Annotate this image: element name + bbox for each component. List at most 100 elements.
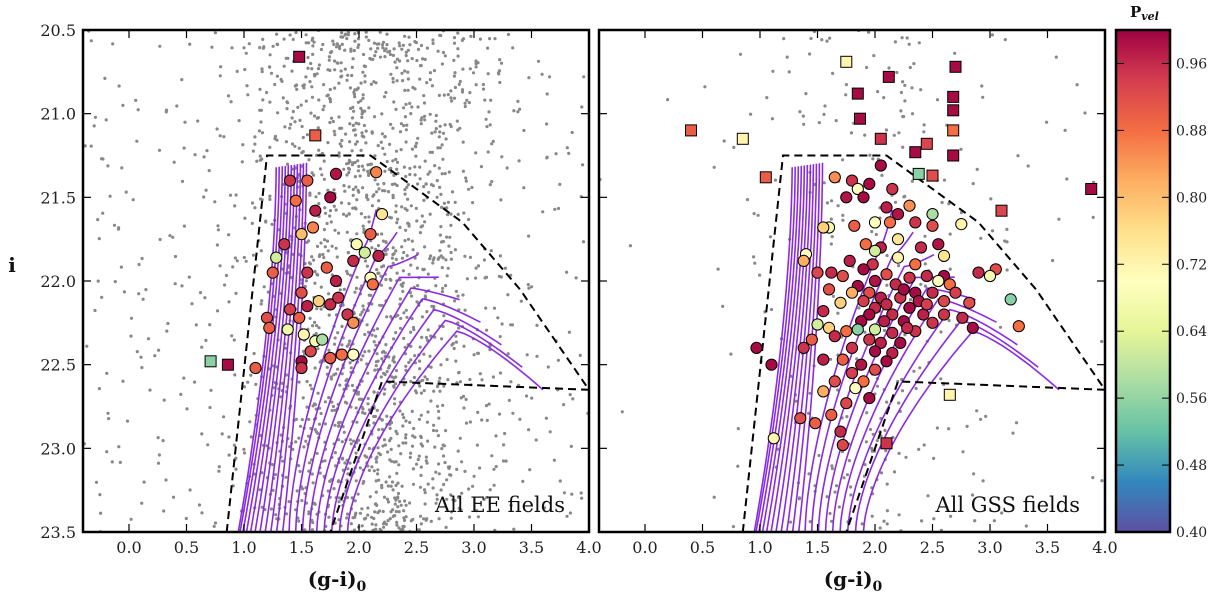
background-star [347, 166, 351, 170]
background-star [932, 517, 936, 521]
member-star-square [947, 124, 960, 137]
background-star [581, 240, 586, 244]
member-star-circle [309, 204, 322, 217]
background-star [261, 46, 265, 50]
x-tick-label: 4.0 [576, 538, 601, 557]
background-star [441, 454, 446, 458]
background-star [434, 501, 438, 505]
background-star [395, 432, 399, 436]
background-star [385, 370, 389, 374]
background-star [353, 175, 357, 179]
background-star [879, 471, 884, 475]
member-star-square [1085, 183, 1098, 195]
background-star [912, 62, 916, 66]
x-tick-label: 1.0 [747, 538, 772, 557]
background-star [527, 76, 531, 80]
background-star [923, 262, 927, 266]
isochrone-line [765, 165, 806, 532]
background-star [229, 100, 233, 104]
background-star [394, 107, 398, 111]
isochrone-line [249, 165, 290, 532]
background-star [327, 58, 331, 62]
background-star [446, 266, 450, 270]
background-star [340, 440, 344, 444]
x-tick-label: 2.0 [862, 538, 887, 557]
background-star [384, 343, 388, 347]
background-star [423, 57, 427, 62]
background-star [716, 267, 720, 271]
background-star [253, 135, 257, 139]
background-star [428, 212, 432, 216]
background-star [449, 257, 453, 261]
member-star-square [920, 137, 933, 150]
background-star [439, 488, 443, 492]
background-star [404, 128, 408, 132]
background-star [349, 442, 353, 446]
background-star [317, 202, 321, 206]
colorbar-tick-label: 0.96 [1176, 56, 1207, 72]
background-star [101, 211, 105, 215]
member-star-circle [283, 303, 297, 316]
background-star [403, 345, 407, 349]
background-star [409, 112, 413, 116]
background-star [439, 254, 443, 258]
x-axis-label: (g-i)0 [824, 567, 883, 595]
background-star [337, 424, 341, 428]
background-star [453, 200, 457, 204]
background-star [300, 499, 304, 503]
background-star [394, 369, 399, 373]
background-star [384, 252, 388, 256]
background-star [284, 475, 288, 479]
background-star [438, 146, 442, 150]
background-star [423, 502, 427, 506]
background-star [421, 267, 425, 271]
background-star [331, 119, 335, 124]
background-star [372, 328, 376, 332]
background-star [402, 165, 406, 169]
background-star [363, 350, 367, 354]
background-star [703, 85, 707, 89]
background-star [347, 158, 351, 162]
background-star [378, 55, 383, 59]
background-star [392, 460, 396, 464]
background-star [362, 52, 366, 57]
background-star [376, 232, 380, 236]
background-star [307, 41, 311, 45]
background-star [453, 71, 457, 75]
background-star [368, 56, 372, 61]
background-star [374, 479, 378, 483]
background-star [418, 231, 422, 235]
background-star [570, 130, 574, 135]
background-star [404, 515, 408, 519]
background-star [431, 477, 435, 481]
background-star [279, 395, 283, 399]
background-star [381, 239, 385, 243]
member-star-circle [845, 174, 859, 187]
background-star [485, 125, 489, 129]
background-star [338, 288, 342, 292]
background-star [421, 224, 425, 228]
background-star [474, 266, 478, 270]
background-star [240, 160, 244, 164]
background-star [182, 224, 186, 228]
background-star [437, 416, 441, 420]
background-star [119, 265, 123, 269]
background-star [870, 449, 874, 453]
background-star [304, 33, 308, 37]
background-star [404, 503, 408, 507]
background-star [302, 445, 306, 449]
background-star [506, 352, 510, 356]
member-star-circle [794, 412, 807, 425]
background-star [374, 502, 378, 506]
background-star [233, 204, 237, 208]
background-star [732, 145, 736, 149]
member-star-circle [963, 296, 976, 309]
background-star [530, 285, 534, 289]
background-star [441, 286, 445, 290]
member-star-circle [324, 351, 337, 365]
background-star [541, 210, 545, 214]
background-star [476, 351, 480, 355]
background-star [472, 474, 476, 478]
background-star [362, 308, 366, 312]
background-star [360, 131, 364, 135]
